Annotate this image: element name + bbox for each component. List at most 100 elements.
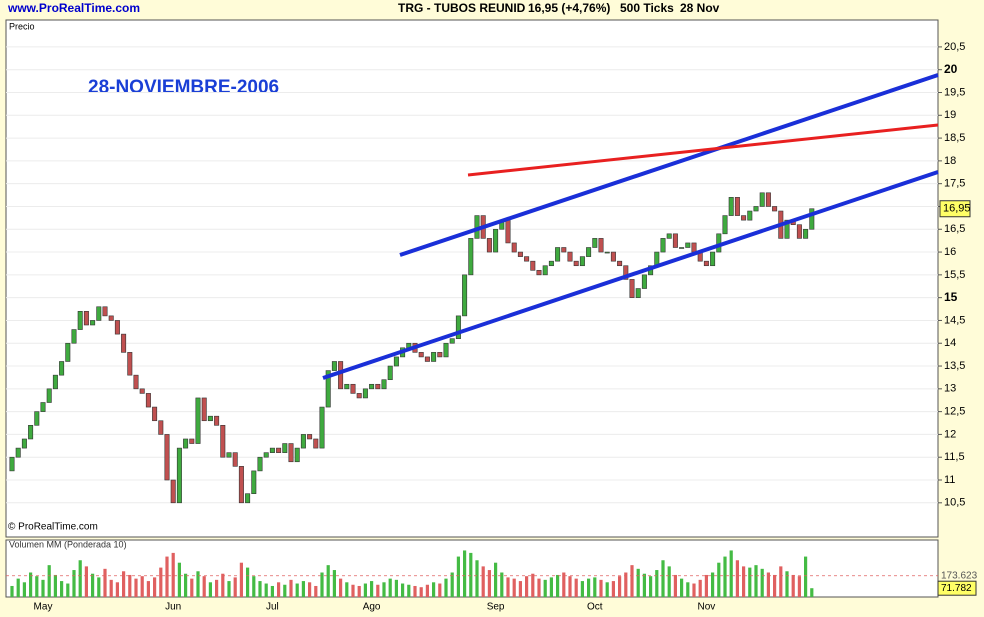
candle-body [629,279,635,298]
candle-body [220,425,226,458]
candle-body [71,329,77,344]
volume-bar [190,578,194,597]
volume-bar [339,578,343,597]
candle-body [214,415,220,426]
candle-body [282,443,288,453]
candle-body [635,288,641,298]
candle-body [548,260,554,267]
candle-body [536,269,542,276]
y-tick-label: 12,5 [944,406,965,418]
candle-body [300,434,306,449]
candle-body [437,352,443,358]
volume-bar [432,582,436,597]
candle-body [517,251,523,257]
volume-bar [717,562,721,597]
y-tick-label: 15,5 [944,269,965,281]
candle-body [796,224,802,239]
trend-line [322,170,939,380]
candle-body [803,228,809,239]
candle-body [331,361,337,371]
volume-bar [642,573,646,597]
volume-bar [525,576,529,597]
candle-body [573,260,579,267]
volume-bar [463,550,467,597]
volume-bar [711,572,715,597]
candle-body [201,397,207,422]
candle-body [307,434,313,440]
volume-bar [549,577,553,597]
last-volume-box [937,580,977,596]
candle-body [542,265,548,276]
volume-bar [246,567,250,597]
volume-bar [53,574,57,597]
candle-body [139,388,145,394]
candle-body [772,206,778,212]
candle-body [46,388,52,403]
y-tick-label: 12 [944,428,956,440]
volume-bar [599,579,603,597]
volume-bar [84,566,88,597]
panel-title: Volumen MM (Ponderada 10) [9,539,127,549]
candle-body [511,242,517,253]
candle-body [679,247,685,249]
volume-bar [258,581,262,597]
volume-bar [72,570,76,597]
volume-bar [779,566,783,597]
volume-bar [177,562,181,597]
candle-body [375,383,381,390]
candle-body [9,456,15,472]
volume-bar [314,585,318,597]
volume-bar [47,565,51,597]
last-price-label: 16,95 [943,203,971,215]
y-tick-label: 15 [944,290,958,304]
volume-bar [202,576,206,597]
y-tick-label: 19 [944,109,956,121]
volume-bar [382,582,386,597]
candle-body [455,315,461,339]
candle-body [703,260,709,267]
copyright: © ProRealTime.com [8,522,98,533]
volume-bar [289,579,293,597]
quote: 16,95 (+4,76%) [528,1,610,15]
candle-body [52,374,58,390]
trend-line [467,123,939,177]
candle-body [747,210,753,221]
volume-bar [475,560,479,597]
candle-body [369,383,375,390]
volume-bar [351,584,355,597]
volume-bar [35,576,39,597]
candle-body [158,420,164,435]
volume-bar [10,585,14,597]
volume-bar [630,565,634,597]
volume-bar [252,576,256,597]
last-volume-label: 71.782 [941,583,972,594]
candle-body [443,342,449,358]
candle-body [356,393,362,399]
y-tick-label: 10,5 [944,497,965,509]
candle-body [288,443,294,463]
candle-body [21,438,27,449]
volume-bar [270,585,274,597]
volume-bar [60,581,64,597]
y-tick-label: 16,5 [944,223,965,235]
volume-bar [215,579,219,597]
volume-bar [140,576,144,597]
candle-body [765,192,771,207]
candle-body [530,260,536,271]
site-link[interactable]: www.ProRealTime.com [7,1,140,15]
candle-body [145,393,151,408]
candle-body [269,447,275,453]
y-tick-label: 20 [944,62,958,76]
volume-bar [667,566,671,597]
candle-body [183,438,189,449]
volume-bar [438,583,442,597]
volume-bar [376,584,380,597]
candle-body [672,233,678,248]
candle-body [561,247,567,253]
volume-bar [227,581,231,597]
candle-body [59,361,65,376]
volume-bar [742,566,746,597]
candle-body [462,274,468,317]
volume-bar [804,556,808,597]
